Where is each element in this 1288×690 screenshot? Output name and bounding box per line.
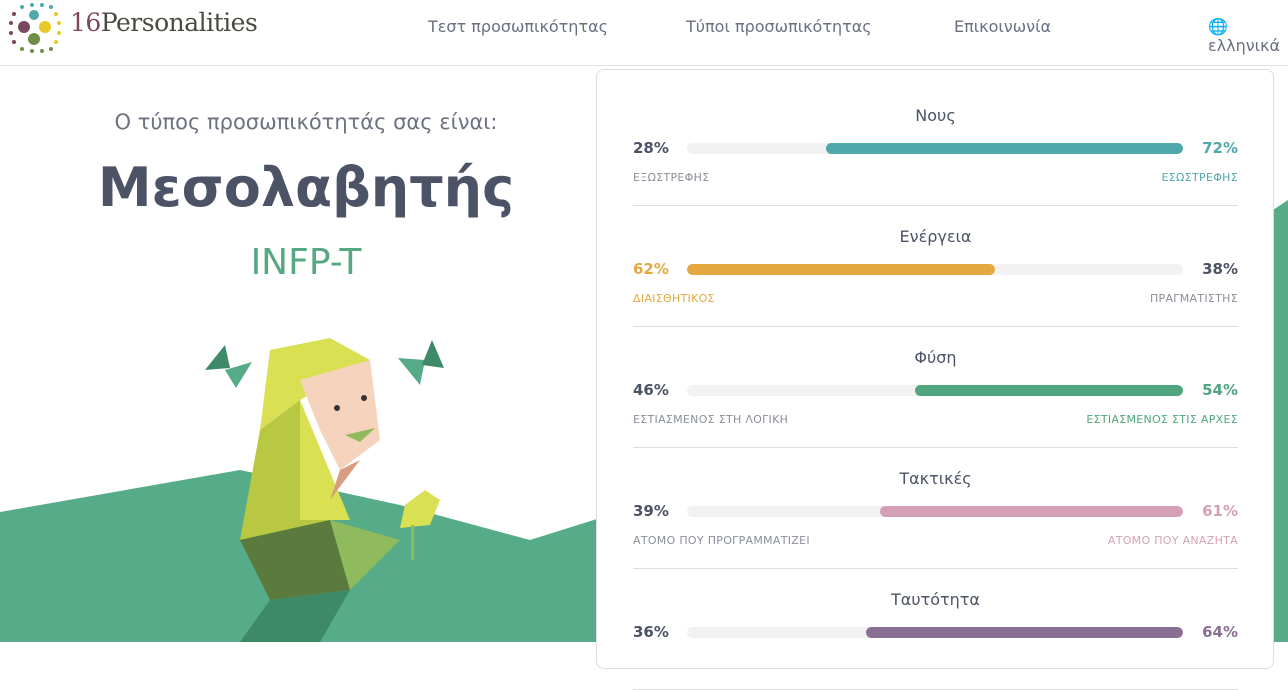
logo-word: Personalities	[100, 8, 258, 37]
right-percent: 38%	[1202, 260, 1238, 278]
trait-title: Ταυτότητα	[891, 590, 980, 609]
right-percent: 72%	[1202, 139, 1238, 157]
nav-personality-types[interactable]: Τύποι προσωπικότητας	[686, 17, 872, 36]
trait-row: Ενέργεια 62% 38% ΔΙΑΙΣΘΗΤΙΚΟΣ ΠΡΑΓΜΑΤΙΣΤ…	[633, 191, 1238, 327]
trait-title: Ενέργεια	[899, 227, 972, 246]
trait-title: Τακτικές	[899, 469, 972, 488]
left-percent: 62%	[633, 260, 669, 278]
divider	[633, 205, 1238, 206]
trait-row: Τακτικές 39% 61% ΑΤΟΜΟ ΠΟΥ ΠΡΟΓΡΑΜΜΑΤΙΖΕ…	[633, 433, 1238, 569]
trait-row: Φύση 46% 54% ΕΣΤΙΑΣΜΕΝΟΣ ΣΤΗ ΛΟΓΙΚΗ ΕΣΤΙ…	[633, 312, 1238, 448]
trait-bar	[687, 385, 1183, 396]
left-label: ΕΣΤΙΑΣΜΕΝΟΣ ΣΤΗ ΛΟΓΙΚΗ	[633, 413, 789, 426]
right-label: ΑΤΟΜΟ ΠΟΥ ΑΝΑΖΗΤΑ	[1107, 534, 1238, 547]
result-intro: Ο τύπος προσωπικότητάς σας είναι:	[114, 110, 498, 134]
trait-row: Νους 28% 72% ΕΞΩΣΤΡΕΦΗΣ ΕΣΩΣΤΡΕΦΗΣ	[633, 70, 1238, 206]
left-percent: 36%	[633, 623, 669, 641]
globe-icon: 🌐	[1208, 17, 1228, 36]
trait-bar-fill	[825, 143, 1183, 154]
language-label: ελληνικά	[1208, 36, 1281, 55]
top-navigation: 16Personalities Τεστ προσωπικότητας Τύπο…	[0, 0, 1288, 66]
right-percent: 64%	[1202, 623, 1238, 641]
type-code: INFP-T	[250, 242, 362, 283]
divider	[633, 447, 1238, 448]
right-label: ΕΣΩΣΤΡΕΦΗΣ	[1161, 171, 1238, 184]
trait-title: Φύση	[914, 348, 957, 367]
traits-card: Νους 28% 72% ΕΞΩΣΤΡΕΦΗΣ ΕΣΩΣΤΡΕΦΗΣ Ενέργ…	[596, 69, 1274, 690]
divider	[633, 568, 1238, 569]
right-percent: 54%	[1202, 381, 1238, 399]
trait-bar-fill	[880, 506, 1183, 517]
logo-icon	[9, 3, 61, 53]
trait-bar	[687, 627, 1183, 638]
nav-contact[interactable]: Επικοινωνία	[954, 17, 1052, 36]
divider	[633, 326, 1238, 327]
left-label: ΕΞΩΣΤΡΕΦΗΣ	[633, 171, 710, 184]
right-label: ΕΣΤΙΑΣΜΕΝΟΣ ΣΤΙΣ ΑΡΧΕΣ	[1086, 413, 1238, 426]
left-percent: 46%	[633, 381, 669, 399]
trait-bar	[687, 143, 1183, 154]
left-percent: 28%	[633, 139, 669, 157]
mediator-illustration	[205, 338, 444, 642]
trait-title: Νους	[915, 106, 956, 125]
trait-row: Ταυτότητα 36% 64%	[633, 554, 1238, 690]
left-percent: 39%	[633, 502, 669, 520]
left-label: ΔΙΑΙΣΘΗΤΙΚΟΣ	[633, 292, 715, 305]
background-shapes	[0, 200, 1288, 642]
right-percent: 61%	[1202, 502, 1238, 520]
right-label: ΠΡΑΓΜΑΤΙΣΤΗΣ	[1149, 292, 1238, 305]
language-selector[interactable]: 🌐 ελληνικά	[1208, 17, 1288, 55]
nav-personality-test[interactable]: Τεστ προσωπικότητας	[428, 17, 609, 36]
trait-bar	[687, 506, 1183, 517]
trait-bar-fill	[865, 627, 1183, 638]
logo-number: 16	[70, 8, 101, 37]
trait-bar	[687, 264, 1183, 275]
trait-bar-fill	[687, 264, 995, 275]
logo-text[interactable]: 16Personalities	[70, 8, 258, 37]
trait-bar-fill	[915, 385, 1183, 396]
left-label: ΑΤΟΜΟ ΠΟΥ ΠΡΟΓΡΑΜΜΑΤΙΖΕΙ	[633, 534, 810, 547]
type-name: Μεσολαβητής	[97, 156, 515, 219]
